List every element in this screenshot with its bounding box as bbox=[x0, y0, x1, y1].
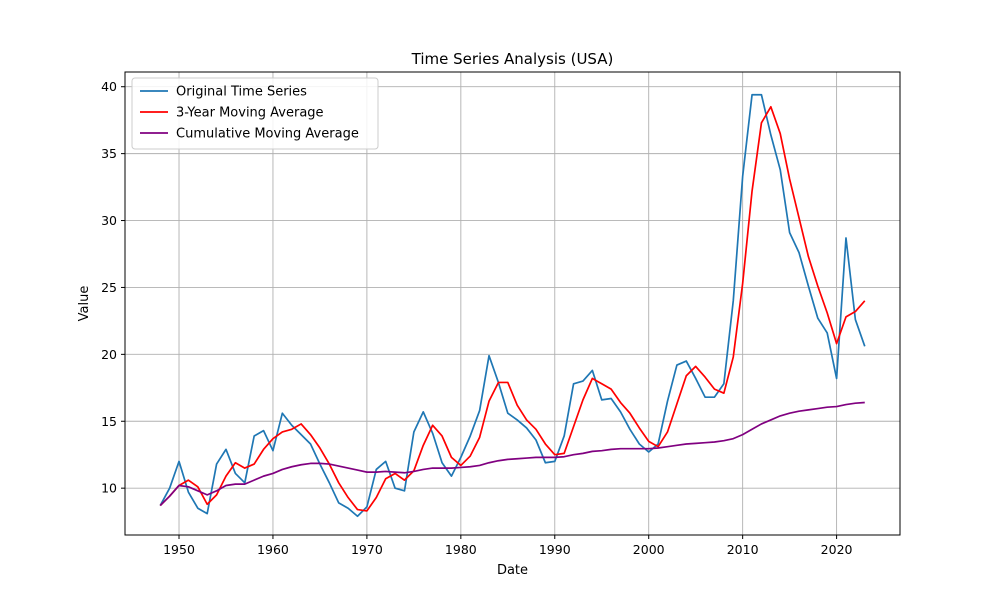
x-tick-label: 1960 bbox=[257, 542, 289, 557]
y-tick-label: 40 bbox=[101, 79, 117, 94]
legend-entry-original-time-series: Original Time Series bbox=[176, 85, 307, 100]
y-tick-label: 25 bbox=[101, 280, 117, 295]
series-line-3-year-moving-average bbox=[159, 105, 866, 512]
series-line-original-time-series bbox=[159, 93, 866, 518]
plot-frame bbox=[124, 71, 901, 536]
x-tick-label: 1990 bbox=[539, 542, 571, 557]
legend-entry-cumulative-moving-average: Cumulative Moving Average bbox=[176, 127, 359, 142]
x-axis-label: Date bbox=[497, 563, 528, 578]
chart-title: Time Series Analysis (USA) bbox=[411, 50, 614, 68]
y-tick-label: 30 bbox=[101, 213, 117, 228]
y-tick-label: 15 bbox=[101, 414, 117, 429]
x-tick-label: 1950 bbox=[163, 542, 195, 557]
axis-ticks: 1950 1960 1970 1980 1990 2000 2010 2020 10 15 20 25… bbox=[101, 79, 852, 557]
legend-entry-3-year-moving-average: 3-Year Moving Average bbox=[176, 106, 324, 121]
y-tick-label: 20 bbox=[101, 347, 117, 362]
x-tick-label: 2010 bbox=[727, 542, 759, 557]
legend: Original Time Series 3-Year Moving Averag… bbox=[131, 77, 379, 150]
y-tick-label: 35 bbox=[101, 146, 117, 161]
y-tick-label: 10 bbox=[101, 481, 117, 496]
y-axis-label: Value bbox=[77, 286, 92, 322]
legend-box bbox=[131, 77, 379, 150]
x-tick-label: 1970 bbox=[351, 542, 383, 557]
x-tick-label: 1980 bbox=[445, 542, 477, 557]
x-tick-label: 2020 bbox=[821, 542, 853, 557]
x-tick-label: 2000 bbox=[633, 542, 665, 557]
series-line-cumulative-moving-average bbox=[159, 401, 865, 507]
series-lines bbox=[159, 93, 866, 518]
